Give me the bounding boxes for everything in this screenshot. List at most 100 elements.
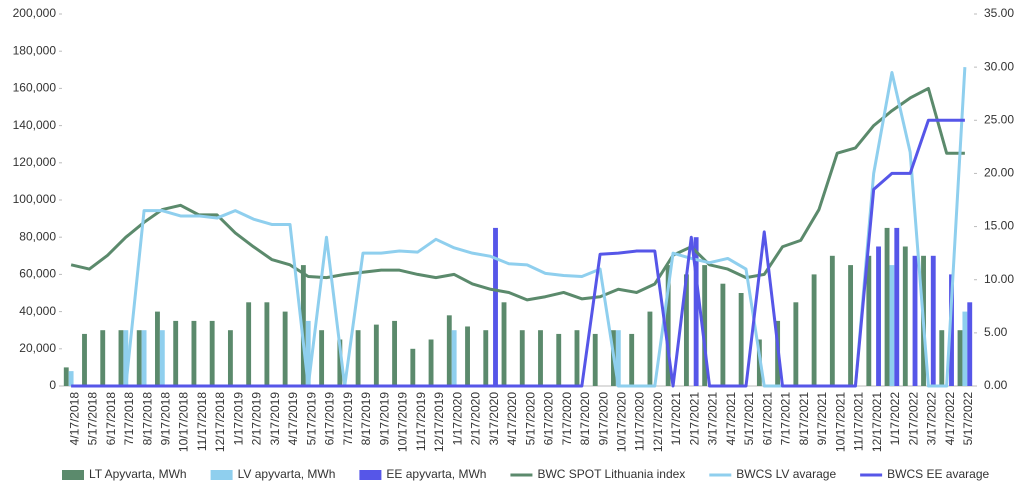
y-tick-label: 20,000: [19, 341, 56, 355]
legend-swatch: [210, 470, 233, 480]
x-tick-label: 3/17/2022: [925, 392, 939, 446]
bar: [141, 330, 147, 386]
x-tick-label: 4/17/2020: [505, 392, 519, 446]
x-tick-label: 6/17/2019: [323, 392, 337, 446]
x-tick-label: 12/17/2020: [651, 392, 665, 452]
legend-label: LT Apyvarta, MWh: [89, 467, 187, 481]
bar: [136, 330, 142, 386]
bar: [574, 330, 580, 386]
x-tick-label: 1/17/2020: [450, 392, 464, 446]
x-tick-label: 4/17/2018: [67, 392, 81, 446]
y-tick-label: 100,000: [13, 192, 57, 206]
bar: [282, 311, 288, 386]
bar: [227, 330, 233, 386]
x-tick-label: 2/17/2021: [687, 392, 701, 446]
bar: [665, 265, 671, 386]
bar: [866, 255, 872, 386]
bar: [246, 302, 252, 386]
bar: [493, 227, 498, 386]
y-tick-label: 200,000: [13, 6, 57, 20]
bar: [957, 330, 963, 386]
legend-label: LV apyvarta, MWh: [238, 467, 336, 481]
bar: [465, 326, 470, 386]
bar: [683, 274, 689, 386]
y2-tick-label: 0.00: [984, 378, 1008, 392]
legend-swatch: [359, 470, 382, 480]
bar: [319, 330, 325, 386]
x-tick-label: 4/17/2019: [286, 392, 300, 446]
bar: [556, 333, 562, 386]
x-tick-label: 8/17/2020: [578, 392, 592, 446]
x-tick-label: 9/17/2021: [815, 392, 829, 446]
x-tick-label: 5/17/2018: [86, 392, 100, 446]
x-tick-label: 3/17/2020: [487, 392, 501, 446]
x-tick-label: 9/17/2018: [158, 392, 172, 446]
y-tick-label: 80,000: [19, 229, 56, 243]
bar: [355, 330, 361, 386]
bar: [159, 330, 165, 386]
legend-label: BWCS EE avarage: [887, 467, 989, 481]
x-tick-label: 4/17/2021: [724, 392, 738, 446]
bar: [483, 330, 489, 386]
y2-tick-label: 5.00: [984, 325, 1008, 339]
bar: [894, 227, 900, 386]
x-tick-label: 10/17/2021: [833, 392, 847, 452]
y-tick-label: 60,000: [19, 267, 56, 281]
bar: [693, 237, 699, 386]
bar: [428, 339, 434, 386]
y2-tick-label: 20.00: [984, 166, 1014, 180]
x-tick-label: 8/17/2018: [140, 392, 154, 446]
y2-tick-label: 35.00: [984, 6, 1014, 20]
x-tick-label: 6/17/2020: [542, 392, 556, 446]
legend-label: EE apyvarta, MWh: [386, 467, 486, 481]
x-tick-label: 11/17/2019: [414, 392, 428, 451]
x-tick-label: 11/17/2018: [195, 392, 209, 451]
bar: [300, 265, 306, 386]
x-tick-label: 2/17/2022: [906, 392, 920, 446]
y2-tick-label: 25.00: [984, 112, 1014, 126]
bar: [647, 311, 653, 386]
x-tick-label: 2/17/2020: [469, 392, 483, 446]
bar: [884, 227, 890, 386]
bar: [592, 333, 598, 386]
y-tick-label: 160,000: [13, 81, 57, 95]
x-tick-label: 11/17/2021: [852, 392, 866, 451]
y-tick-label: 140,000: [13, 118, 57, 132]
bar: [123, 330, 129, 386]
x-tick-label: 10/17/2018: [177, 392, 191, 452]
bar: [373, 324, 379, 386]
bar: [209, 320, 215, 386]
x-tick-label: 7/17/2021: [779, 392, 793, 446]
x-tick-label: 9/17/2020: [596, 392, 610, 446]
line-series: [71, 118, 965, 388]
x-tick-label: 5/17/2020: [523, 392, 537, 446]
x-tick-label: 4/17/2022: [943, 392, 957, 446]
x-tick-label: 9/17/2019: [377, 392, 391, 446]
bar: [949, 274, 954, 386]
legend-swatch: [62, 470, 84, 480]
bar: [629, 333, 635, 386]
bar: [501, 302, 507, 386]
y2-tick-label: 30.00: [984, 59, 1014, 73]
legend-label: BWC SPOT Lithuania index: [537, 467, 685, 481]
bar: [902, 246, 908, 386]
bar: [191, 320, 197, 386]
bar: [811, 274, 817, 386]
bar: [930, 255, 936, 386]
bar: [962, 311, 968, 386]
bar: [82, 333, 87, 386]
x-tick-label: 7/17/2019: [341, 392, 355, 446]
x-tick-label: 6/17/2021: [760, 392, 774, 446]
x-tick-label: 1/17/2019: [231, 392, 245, 446]
bar: [100, 330, 106, 386]
y-tick-label: 40,000: [19, 304, 56, 318]
x-tick-label: 2/17/2019: [250, 392, 264, 446]
bar: [264, 302, 270, 386]
x-tick-label: 12/17/2018: [213, 392, 227, 452]
bar: [155, 311, 160, 386]
bar: [337, 339, 343, 386]
x-tick-label: 3/17/2019: [268, 392, 282, 446]
x-tick-label: 1/17/2021: [669, 392, 683, 446]
y-tick-label: 180,000: [13, 43, 57, 57]
